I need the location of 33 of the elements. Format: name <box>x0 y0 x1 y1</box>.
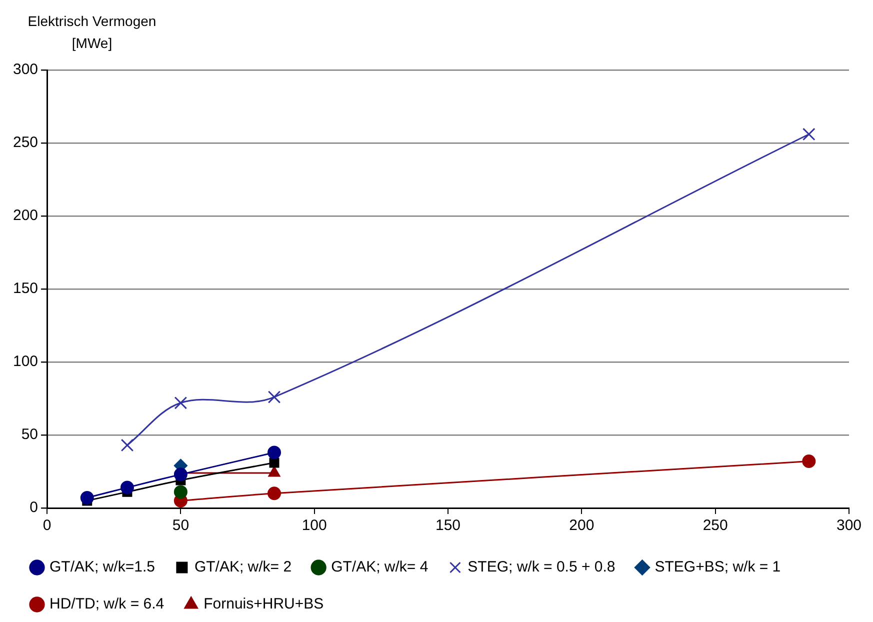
y-tick-label: 250 <box>12 134 38 152</box>
legend-label: GT/AK; w/k= 2 <box>194 558 292 576</box>
legend-label: GT/AK; w/k= 4 <box>331 558 428 576</box>
point <box>174 468 188 482</box>
x-tick-label: 0 <box>42 517 52 534</box>
y-tick-label: 200 <box>12 207 38 224</box>
y-tick-label: 300 <box>12 61 38 78</box>
point <box>802 454 816 468</box>
legend-label: HD/TD; w/k = 6.4 <box>50 596 164 613</box>
y-tick-label: 150 <box>12 280 38 298</box>
x-tick-label: 250 <box>702 517 728 534</box>
legend-label: GT/AK; w/k=1.5 <box>50 558 155 576</box>
point <box>268 446 282 460</box>
y-tick-label: 0 <box>30 499 38 516</box>
x-tick-label: 100 <box>302 517 327 534</box>
point <box>174 396 188 410</box>
point <box>120 480 134 494</box>
legend-label: STEG; w/k = 0.5 + 0.8 <box>468 558 616 576</box>
x-tick-label: 50 <box>172 517 190 534</box>
x-tick-label: 150 <box>436 517 461 534</box>
y-tick-label: 50 <box>21 426 38 444</box>
x-tick-label: 300 <box>836 517 862 534</box>
point <box>80 491 94 505</box>
y-axis-title: Elektrisch Vermogen [MWe] <box>28 12 156 51</box>
point <box>268 486 282 500</box>
point <box>802 128 816 141</box>
x-tick-label: 200 <box>569 517 594 534</box>
y-tick-label: 100 <box>12 353 38 370</box>
legend-label: STEG+BS; w/k = 1 <box>654 558 781 576</box>
point <box>268 390 281 404</box>
point <box>120 438 134 452</box>
point <box>174 485 188 499</box>
legend-label: Fornuis+HRU+BS <box>204 596 324 613</box>
